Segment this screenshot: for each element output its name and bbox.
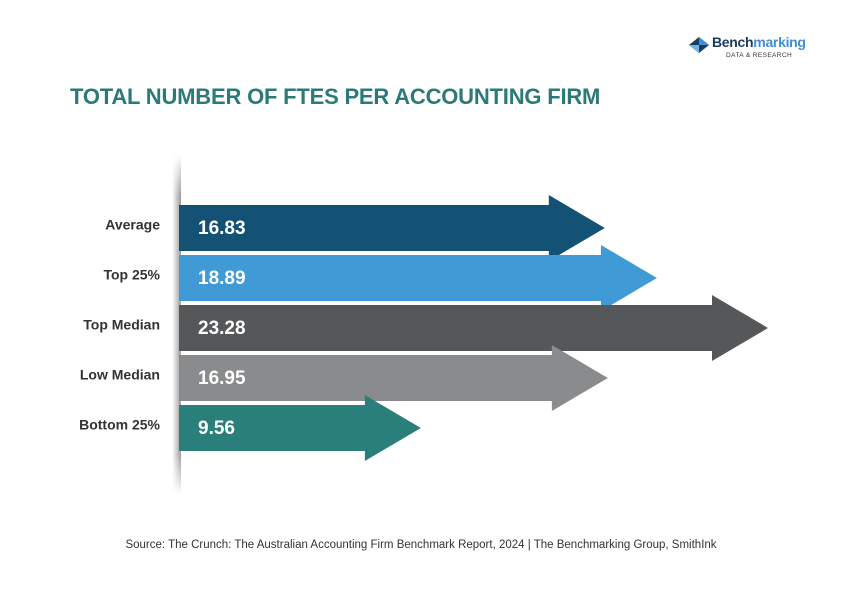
value-label: 18.89: [198, 268, 246, 289]
logo-wordmark: Benchmarking: [712, 34, 806, 50]
chart-title: TOTAL NUMBER OF FTES PER ACCOUNTING FIRM: [70, 84, 601, 109]
category-label: Low Median: [80, 367, 160, 383]
benchmarking-logo: Benchmarking DATA & RESEARCH: [688, 34, 808, 62]
bar-group: Low Median 16.95: [80, 345, 608, 411]
bar-arrow: [179, 245, 657, 311]
category-label: Bottom 25%: [79, 417, 160, 433]
bar-group: Bottom 25% 9.56: [79, 395, 421, 461]
category-label: Top Median: [83, 317, 160, 333]
logo-tagline: DATA & RESEARCH: [726, 52, 793, 59]
fte-arrow-chart: Average 16.83 Top 25% 18.89 Top Median 23.28 L…: [79, 155, 768, 495]
logo-word-part2: marking: [753, 34, 806, 50]
value-label: 16.83: [198, 218, 246, 239]
source-note: Source: The Crunch: The Australian Accou…: [125, 539, 717, 551]
value-label: 9.56: [198, 418, 235, 439]
bar-arrow: [179, 395, 421, 461]
value-label: 23.28: [198, 318, 246, 339]
category-label: Top 25%: [103, 267, 160, 283]
value-label: 16.95: [198, 368, 246, 389]
diamond-icon: [689, 37, 709, 53]
bar-arrow: [179, 295, 768, 361]
logo-word-part1: Bench: [712, 34, 754, 50]
bar-group: Top Median 23.28: [83, 295, 768, 361]
category-label: Average: [105, 217, 160, 233]
bar-group: Top 25% 18.89: [103, 245, 657, 311]
bar-group: Average 16.83: [105, 195, 605, 261]
bar-arrow: [179, 195, 605, 261]
bar-arrow: [179, 345, 608, 411]
